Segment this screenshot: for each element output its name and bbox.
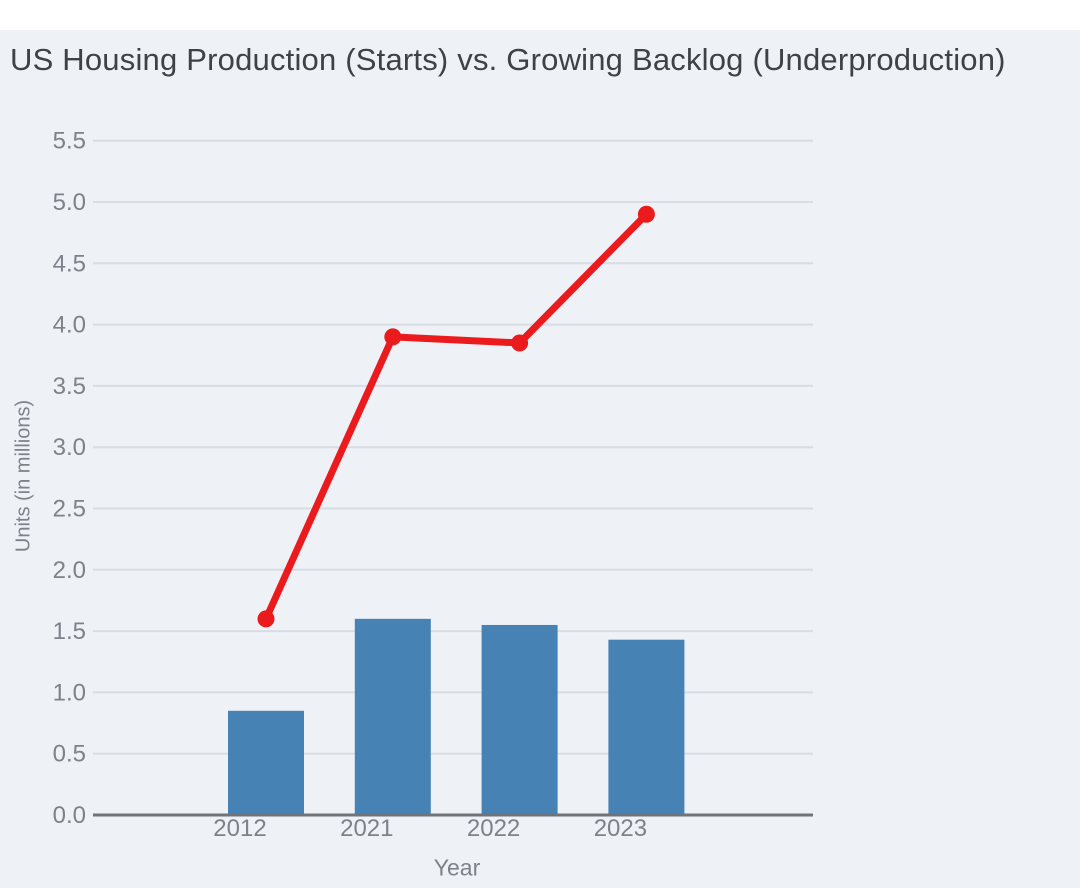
backlog-line xyxy=(262,210,650,623)
x-tick-label: 2012 xyxy=(213,815,266,842)
y-tick-label: 3.5 xyxy=(53,373,86,400)
y-tick-label: 5.0 xyxy=(53,189,86,216)
y-tick-label: 0.0 xyxy=(53,802,86,829)
chart-title: US Housing Production (Starts) vs. Growi… xyxy=(10,42,1006,77)
y-tick-label: 1.5 xyxy=(53,618,86,645)
line-point-2022 xyxy=(511,334,529,352)
x-tick-label: 2021 xyxy=(340,815,393,842)
x-axis-title: Year xyxy=(433,854,481,881)
bar-2022 xyxy=(481,624,558,815)
line-point-2023 xyxy=(637,205,655,223)
bar-2023 xyxy=(608,639,685,815)
y-tick-label: 1.0 xyxy=(53,679,86,706)
x-tick-label: 2023 xyxy=(594,815,647,842)
y-tick-label: 2.0 xyxy=(53,557,86,584)
y-tick-label: 0.5 xyxy=(53,741,86,768)
y-tick-label: 3.0 xyxy=(53,434,86,461)
y-tick-label: 4.0 xyxy=(53,312,86,339)
line-point-2021 xyxy=(384,328,402,346)
line-point-2012 xyxy=(257,610,275,628)
y-tick-label: 4.5 xyxy=(53,250,86,277)
x-tick-label: 2022 xyxy=(467,815,520,842)
bar-2012 xyxy=(228,710,304,815)
y-tick-label: 2.5 xyxy=(53,496,86,523)
y-tick-label: 5.5 xyxy=(53,128,86,155)
bar-2021 xyxy=(354,618,431,815)
